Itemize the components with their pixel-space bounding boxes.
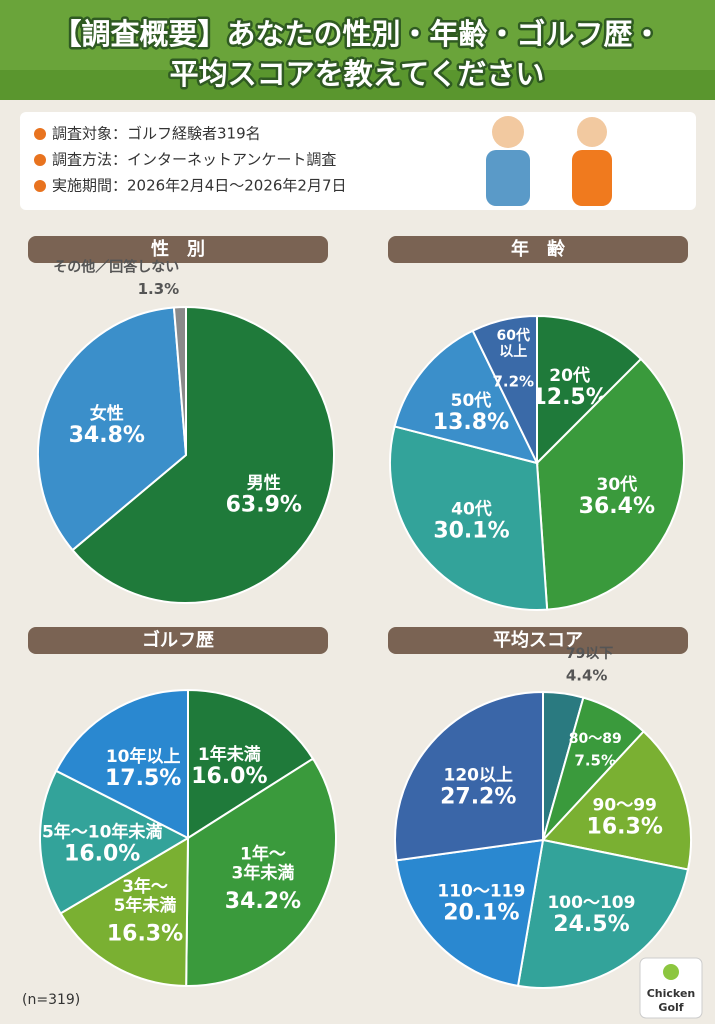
pie-slice — [535, 357, 685, 611]
survey-item: 調査対象：ゴルフ経験者319名 — [52, 125, 261, 143]
slice-value: 34.2% — [225, 889, 301, 914]
slice-label: 10年以上 — [106, 746, 181, 767]
header-grass — [0, 70, 715, 100]
slice-value: 1.3% — [138, 280, 180, 298]
slice-value: 7.2% — [492, 372, 534, 390]
pie-slice — [395, 838, 545, 988]
sample-note: (n=319) — [22, 992, 80, 1008]
slice-label: 80～89 — [569, 731, 622, 747]
title: 【調査概要】あなたの性別・年齢・ゴルフ歴・ — [52, 17, 661, 51]
pie-slice — [71, 305, 335, 604]
illustration — [486, 116, 612, 206]
slice-label: 90～99 — [593, 796, 657, 816]
slice-label: 100～109 — [547, 893, 635, 913]
slice-label: 40代 — [451, 499, 492, 520]
slice-label: 女性 — [90, 403, 124, 424]
pie-slice — [185, 757, 337, 987]
pie-slice — [187, 688, 315, 840]
slice-label: その他／回答しない — [53, 258, 179, 275]
slice-value: 16.3% — [587, 815, 663, 840]
pie-slice — [39, 769, 191, 915]
slice-value: 4.4% — [566, 666, 608, 684]
slice-value: 36.4% — [579, 494, 655, 519]
logo-text: Chicken — [647, 987, 696, 1000]
logo-box — [639, 957, 703, 1019]
bullet — [34, 180, 46, 192]
pie-slice — [389, 425, 549, 611]
survey-item: 実施期間：2026年2月4日～2026年2月7日 — [52, 177, 347, 195]
slice-value: 16.0% — [64, 842, 140, 867]
slice-value: 30.1% — [433, 519, 509, 544]
slice-value: 17.5% — [105, 766, 181, 791]
slice-label: 20代 — [549, 365, 590, 386]
pie-slice — [37, 306, 188, 552]
pie-slice — [54, 688, 189, 840]
slice-label: 60代以上 — [497, 327, 530, 360]
slice-label: 3年～ 5年未満 — [114, 876, 177, 916]
slice-label: 110～119 — [437, 882, 525, 902]
slice-label: 30代 — [597, 474, 638, 495]
slice-value: 34.8% — [69, 423, 145, 448]
slice-value: 24.5% — [553, 912, 629, 937]
pie-slice — [59, 836, 190, 988]
slice-value: 63.9% — [226, 492, 302, 517]
slice-label: 50代 — [451, 390, 492, 411]
section-header — [388, 236, 688, 263]
slice-label: 男性 — [247, 472, 281, 493]
pie-slice — [541, 730, 692, 871]
chart-title: 性 別 — [151, 238, 205, 260]
slice-label: 1年～ 3年未満 — [232, 843, 295, 883]
title: 平均スコアを教えてください — [170, 57, 545, 91]
chart-title: ゴルフ歴 — [142, 629, 214, 651]
pie-slice — [516, 838, 690, 989]
section-header — [28, 627, 328, 654]
slice-value: 7.5% — [574, 752, 616, 770]
chart-title: 年 齢 — [511, 238, 566, 260]
slice-value: 20.1% — [443, 901, 519, 926]
pie-slice — [536, 314, 643, 466]
slice-label: 79以下 — [566, 646, 613, 662]
logo-icon — [663, 964, 679, 980]
slice-value: 16.3% — [107, 921, 183, 946]
section-header — [28, 236, 328, 263]
bullet — [34, 154, 46, 166]
survey-item: 調査方法：インターネットアンケート調査 — [52, 151, 336, 169]
slice-label: 1年未満 — [198, 744, 261, 765]
slice-label: 120以上 — [444, 766, 514, 786]
bullet — [34, 128, 46, 140]
slice-value: 13.8% — [433, 410, 509, 435]
pie-slice — [393, 329, 539, 465]
pie-slice — [471, 314, 538, 464]
pie-slice — [394, 690, 544, 862]
logo-text: Golf — [658, 1001, 683, 1014]
pie-slice — [172, 305, 187, 456]
slice-value: 27.2% — [440, 785, 516, 810]
section-header — [388, 627, 688, 654]
slice-label: 5年～10年未満 — [42, 822, 163, 843]
slice-value: 16.0% — [191, 764, 267, 789]
chart-title: 平均スコア — [493, 629, 583, 651]
